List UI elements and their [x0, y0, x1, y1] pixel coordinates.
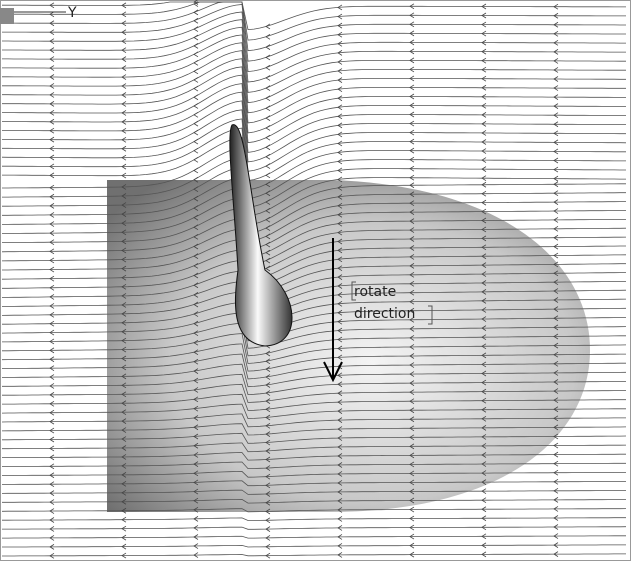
figure: Y rotate direction — [0, 0, 631, 561]
axis-icon — [0, 8, 14, 24]
axis-label: Y — [67, 5, 77, 21]
annotation-line: rotate — [354, 284, 396, 300]
page: Y rotate direction (() => { const data =… — [0, 0, 631, 561]
annotation-line: direction — [354, 306, 415, 322]
